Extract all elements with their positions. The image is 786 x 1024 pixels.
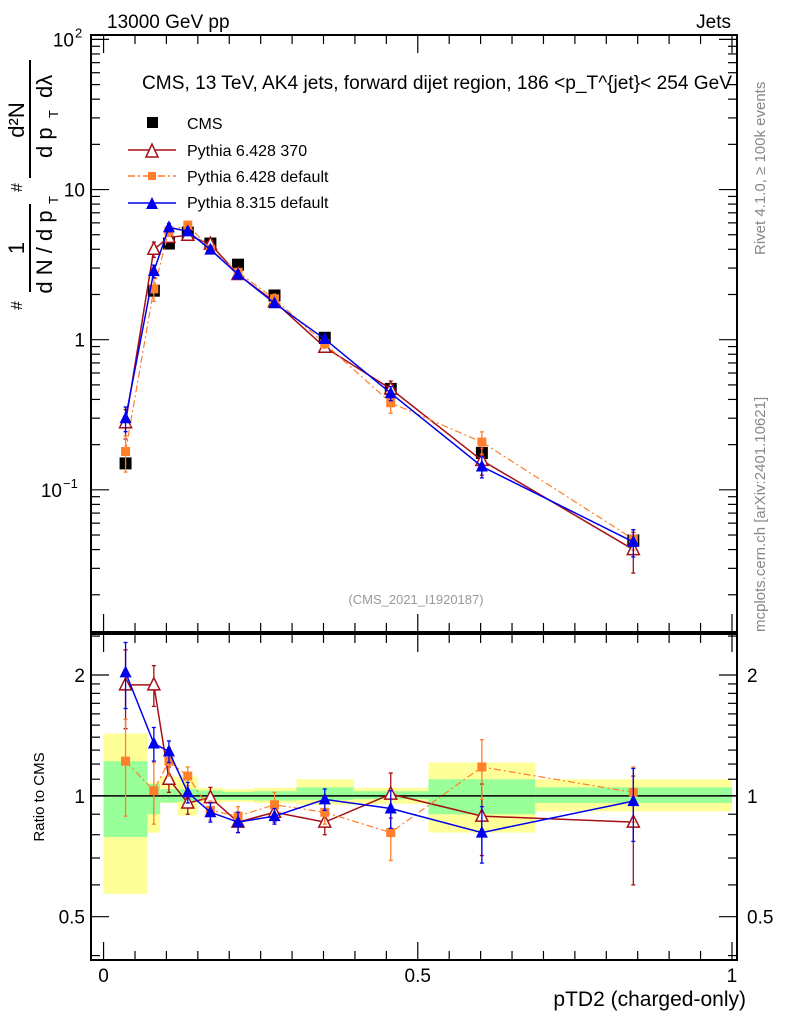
ratio-point-p8_default xyxy=(268,809,281,822)
ylabel-sub2: T xyxy=(46,110,61,118)
ratio-point-p8_default xyxy=(119,665,132,678)
ylabel-hash: # xyxy=(9,301,26,310)
main-point-p8_default xyxy=(181,224,194,237)
main-point-p6_370 xyxy=(146,240,162,256)
ratio-point-p6_default xyxy=(320,807,330,817)
ratio-y-label: Ratio to CMS xyxy=(31,752,48,841)
main-point-p8_default xyxy=(162,220,175,233)
data-marks xyxy=(118,220,641,886)
ratio-point-p8_default xyxy=(627,794,640,807)
legend: CMS Pythia 6.428 370 Pythia 6.428 defaul… xyxy=(128,116,329,212)
ylabel-sub1: T xyxy=(46,196,61,204)
header-right: Jets xyxy=(696,12,731,33)
legend-entry-p8-default: Pythia 8.315 default xyxy=(128,195,329,212)
ratio-series-p6_370 xyxy=(118,649,641,886)
legend-label: CMS xyxy=(187,116,223,133)
legend-label: Pythia 6.428 default xyxy=(187,169,329,186)
main-series-p8_default xyxy=(119,220,640,558)
ratio-point-p6_default xyxy=(149,786,159,796)
ratio-y-tick-label-right: 2 xyxy=(747,666,758,687)
ylabel-hash2: # xyxy=(9,183,26,192)
y-tick-label: 10 xyxy=(64,181,85,202)
plot-frames xyxy=(90,34,738,961)
ratio-point-p6_default xyxy=(386,828,396,838)
y-tick-label: 10 xyxy=(41,481,62,502)
ratio-point-p8_default xyxy=(232,815,245,828)
main-line-p8_default xyxy=(124,226,634,543)
y-tick-exponent: 2 xyxy=(75,25,82,40)
y-axis-label: # 1 d N / d p T # d²N d p T dλ xyxy=(4,60,61,310)
plot-title: CMS, 13 TeV, AK4 jets, forward dijet reg… xyxy=(142,73,732,94)
rivet-label: Rivet 4.1.0, ≥ 100k events xyxy=(752,82,769,255)
main-point-p8_default xyxy=(119,411,132,424)
main-point-p8_default xyxy=(147,264,160,277)
main-point-p8_default xyxy=(204,242,217,255)
main-series-p6_370 xyxy=(118,226,641,574)
ratio-point-p8_default xyxy=(204,805,217,818)
main-point-p8_default xyxy=(627,534,640,547)
legend-entry-p6-default: Pythia 6.428 default xyxy=(128,169,329,186)
main-frame xyxy=(90,34,738,633)
ratio-point-p6_default xyxy=(183,771,193,781)
ratio-y-tick-label-right: 1 xyxy=(747,787,758,808)
y-tick-exponent: −1 xyxy=(63,476,78,491)
main-point-p6_default xyxy=(386,398,396,408)
main-point-p6_default xyxy=(149,284,159,294)
ylabel-den1: d N / d p xyxy=(32,210,57,293)
y-tick-label: 10 xyxy=(53,30,74,51)
ratio-point-p6_default xyxy=(121,756,131,766)
legend-marker-open-triangle xyxy=(144,142,160,158)
mcplots-label: mcplots.cern.ch [arXiv:2401.10621] xyxy=(752,397,769,632)
legend-marker-triangle xyxy=(146,197,158,209)
x-tick-label: 0 xyxy=(98,966,109,987)
main-point-p8_default xyxy=(384,386,397,399)
main-point-p8_default xyxy=(268,296,281,309)
x-tick-label: 1 xyxy=(727,966,738,987)
ratio-y-tick-label: 1 xyxy=(74,787,85,808)
ratio-series-p8_default xyxy=(119,641,640,864)
main-point-p8_default xyxy=(475,459,488,472)
legend-marker-cms xyxy=(147,117,158,128)
ratio-point-p8_default xyxy=(181,785,194,798)
ratio-y-tick-label: 2 xyxy=(74,666,85,687)
x-axis-label: pTD2 (charged-only) xyxy=(553,988,746,1011)
ratio-point-p6_370 xyxy=(161,770,177,785)
legend-entry-cms: CMS xyxy=(147,116,223,133)
header-left: 13000 GeV pp xyxy=(107,12,230,33)
main-point-cms xyxy=(232,258,245,271)
main-point-p6_default xyxy=(477,437,487,447)
ratio-point-p8_default xyxy=(318,792,331,805)
legend-label: Pythia 6.428 370 xyxy=(187,143,307,160)
main-point-p6_default xyxy=(121,447,131,457)
ratio-point-p6_default xyxy=(477,762,487,772)
ylabel-num2: d²N xyxy=(4,102,29,137)
ratio-frame xyxy=(90,633,738,961)
analysis-watermark: (CMS_2021_I1920187) xyxy=(348,592,483,607)
ylabel-num1: 1 xyxy=(4,242,29,254)
ratio-point-p8_default xyxy=(475,825,488,838)
ratio-y-tick-label-right: 0.5 xyxy=(747,908,773,929)
legend-label: Pythia 8.315 default xyxy=(187,195,329,212)
ratio-y-tick-label: 0.5 xyxy=(59,908,85,929)
ratio-point-p6_default xyxy=(269,800,279,810)
legend-marker-square xyxy=(148,172,156,180)
ylabel-den2: d p xyxy=(32,127,57,158)
ratio-point-p6_370 xyxy=(146,676,162,691)
x-tick-label: 0.5 xyxy=(405,966,431,987)
y-tick-label: 1 xyxy=(74,331,85,352)
main-series-p6_default xyxy=(121,220,638,551)
ratio-point-p8_default xyxy=(162,744,175,757)
main-point-p8_default xyxy=(318,332,331,345)
main-point-p8_default xyxy=(232,267,245,280)
ylabel-den2b: dλ xyxy=(32,75,57,98)
legend-entry-p6-370: Pythia 6.428 370 xyxy=(128,142,307,160)
ratio-point-p8_default xyxy=(147,736,160,749)
main-series-cms xyxy=(119,226,640,547)
ratio-point-p8_default xyxy=(384,801,397,814)
